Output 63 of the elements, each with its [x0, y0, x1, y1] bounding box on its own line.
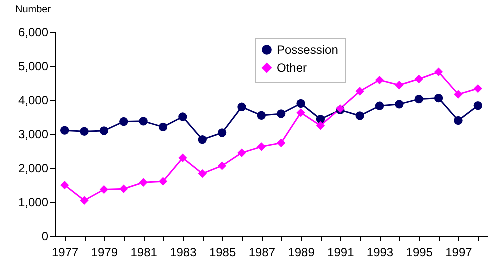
y-tick-label: 3,000 [18, 128, 49, 142]
point [454, 116, 463, 126]
x-tick-label: 1987 [248, 246, 276, 260]
point [139, 178, 148, 187]
point [296, 99, 306, 108]
y-tick-label: 1,000 [18, 196, 49, 210]
point [80, 196, 89, 205]
point [375, 76, 384, 85]
point [257, 111, 266, 120]
legend-label: Other [277, 61, 308, 75]
point [60, 126, 70, 135]
point [60, 181, 70, 190]
x-tick-label: 1979 [91, 246, 118, 260]
point [414, 95, 424, 104]
point [80, 127, 89, 136]
y-tick-label: 4,000 [18, 94, 49, 108]
point [120, 184, 128, 194]
point [474, 84, 482, 94]
y-tick-label: 0 [42, 230, 49, 244]
point [356, 112, 364, 120]
point [375, 102, 384, 110]
point [238, 102, 246, 112]
x-tick-label: 1983 [170, 246, 198, 260]
x-tick-label: 1991 [328, 246, 355, 260]
point [316, 122, 326, 130]
point [100, 185, 109, 194]
x-tick-label: 1993 [366, 246, 394, 260]
point [198, 135, 207, 144]
point [158, 177, 168, 186]
x-tick-label: 1985 [209, 246, 236, 260]
point [120, 117, 128, 126]
point [356, 87, 364, 96]
x-tick-label: 1977 [52, 246, 80, 260]
point [395, 100, 404, 109]
y-tick-label: 2,000 [18, 162, 49, 176]
point [296, 108, 306, 118]
x-tick-label: 1981 [130, 246, 158, 260]
point [218, 162, 227, 170]
point [158, 122, 168, 132]
point [178, 154, 188, 162]
y-axis-title: Number [16, 4, 52, 16]
x-tick-label: 1989 [288, 246, 316, 260]
point [198, 169, 207, 178]
point [434, 68, 444, 76]
point [218, 128, 227, 138]
point [139, 117, 148, 126]
point [178, 112, 188, 122]
y-tick-label: 6,000 [18, 26, 49, 40]
point [277, 110, 286, 118]
legend-label: Possession [277, 43, 338, 57]
y-tick-label: 5,000 [18, 60, 49, 74]
x-tick-label: 1997 [446, 246, 473, 260]
point [238, 148, 246, 158]
point [100, 126, 109, 136]
point [257, 142, 266, 152]
point [277, 138, 286, 148]
point [454, 90, 463, 99]
point [434, 94, 444, 103]
point [474, 101, 482, 110]
point [316, 115, 326, 124]
point [414, 74, 424, 84]
x-tick-label: 1995 [406, 246, 434, 260]
point [395, 81, 404, 90]
